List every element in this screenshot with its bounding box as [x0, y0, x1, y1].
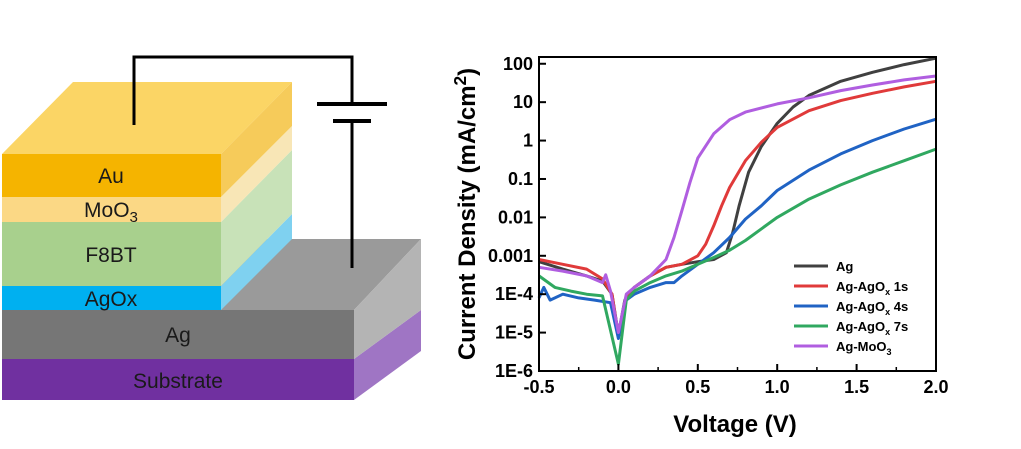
x-tick-label: -0.5 — [523, 377, 554, 397]
agox-label: AgOx — [85, 288, 138, 311]
agox-layer-front — [2, 286, 221, 310]
ag-label: Ag — [165, 324, 191, 347]
au-layer-side — [221, 82, 292, 197]
f8bt-layer-front — [2, 222, 221, 286]
x-tick-label: 1.0 — [765, 377, 790, 397]
legend-label-2: Ag-AgOx 4s — [836, 299, 908, 317]
au-layer-front — [2, 154, 221, 197]
x-tick-label: 1.5 — [844, 377, 869, 397]
circuit-wire — [132, 55, 354, 125]
au-layer-top — [2, 82, 292, 154]
moo3-layer-front — [2, 197, 221, 222]
f8bt-layer-side — [221, 150, 292, 286]
x-tick-label: 0.5 — [685, 377, 710, 397]
x-tick-label: 2.0 — [923, 377, 948, 397]
substrate-layer-front — [2, 359, 354, 400]
x-tick-label: 0.0 — [606, 377, 631, 397]
jv-chart: -0.5 0.0 0.5 1.0 1.5 2.0 100 10 1 0.1 0.01 0.001 1E-… — [450, 54, 949, 438]
substrate-label: Substrate — [133, 370, 223, 393]
y-tick-label: 0.001 — [488, 246, 533, 266]
au-label: Au — [98, 165, 124, 188]
legend-label-0: Ag — [836, 259, 853, 274]
legend-label-4: Ag-MoO3 — [836, 339, 892, 357]
ag-layer-front — [2, 310, 354, 359]
series-line-2 — [537, 117, 937, 340]
y-tick-label: 0.01 — [498, 207, 533, 227]
series-line-3 — [538, 147, 937, 366]
plot-area: -0.5 0.0 0.5 1.0 1.5 2.0 100 10 1 0.1 0.01 0.001 1E-… — [488, 54, 949, 397]
substrate-layer-side — [354, 310, 421, 400]
y-tick-label: 1E-6 — [495, 361, 533, 381]
y-tick-label: 100 — [503, 54, 533, 74]
y-tick-label: 10 — [513, 92, 533, 112]
moo3-label: MoO3 — [84, 199, 138, 226]
moo3-layer-side — [221, 126, 292, 222]
y-tick-label: 1E-5 — [495, 323, 533, 343]
y-axis-title: Current Density (mA/cm2) — [450, 68, 481, 360]
legend-label-3: Ag-AgOx 7s — [836, 319, 908, 337]
y-tick-label: 1E-4 — [495, 284, 533, 304]
legend-label-1: Ag-AgOx 1s — [836, 279, 908, 297]
series-line-4 — [538, 74, 937, 335]
agox-layer-side — [221, 214, 292, 310]
y-tick-label: 0.1 — [508, 169, 533, 189]
f8bt-label: F8BT — [85, 244, 137, 267]
x-axis-title: Voltage (V) — [673, 411, 797, 438]
device-stack-diagram: Substrate Ag AgOx F8BT MoO3 Au — [2, 55, 421, 400]
y-tick-label: 1 — [523, 131, 533, 151]
legend: Ag Ag-AgOx 1s Ag-AgOx 4s Ag-AgOx 7s Ag-MoO3 — [794, 259, 908, 357]
ag-layer-side — [354, 239, 421, 359]
